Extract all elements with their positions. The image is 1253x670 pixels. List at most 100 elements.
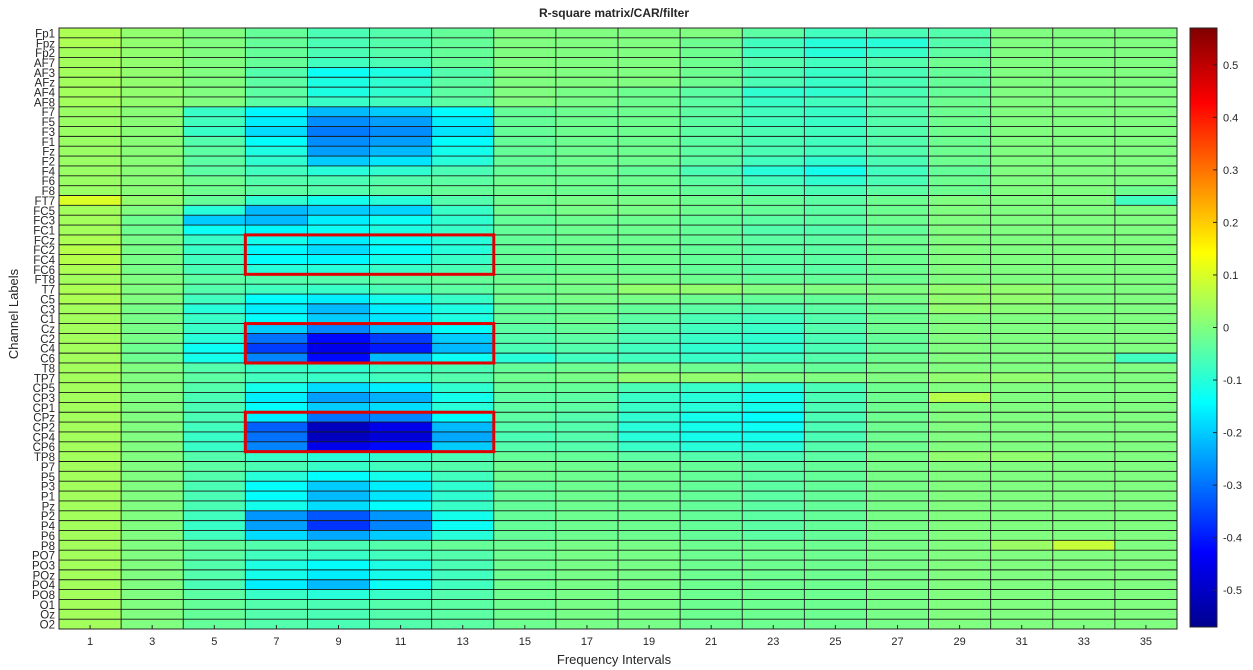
heatmap-cell [493, 225, 557, 236]
heatmap-cell [1114, 540, 1178, 551]
heatmap-cell [680, 165, 743, 177]
highlight-box [243, 322, 496, 365]
heatmap-cell [245, 215, 308, 226]
heatmap-cell [493, 67, 557, 78]
heatmap-cell [804, 234, 867, 246]
heatmap-cell [121, 37, 184, 49]
heatmap-cell [1114, 264, 1178, 275]
heatmap-cell [245, 451, 308, 462]
heatmap-cell [431, 28, 495, 39]
y-tick-label: Oz [40, 610, 55, 622]
heatmap-cell [369, 343, 432, 354]
heatmap-cell [990, 146, 1054, 157]
heatmap-cell [742, 37, 805, 49]
heatmap-cell [804, 402, 867, 413]
heatmap-cell [369, 540, 432, 551]
heatmap-cell [307, 205, 370, 216]
heatmap-cell [928, 57, 991, 68]
x-tick-label: 15 [519, 636, 531, 648]
heatmap-cell [59, 116, 122, 127]
heatmap-cell [555, 579, 619, 590]
y-tick-label: C2 [40, 334, 55, 346]
heatmap-cell [1114, 510, 1178, 521]
heatmap-cell [307, 136, 370, 147]
heatmap-cell [990, 392, 1054, 403]
heatmap-cell [555, 313, 619, 324]
heatmap-cell [928, 520, 991, 531]
heatmap-cell [1052, 491, 1116, 502]
heatmap-cell [1052, 146, 1116, 157]
heatmap-cell [804, 520, 867, 531]
heatmap-cell [990, 165, 1054, 177]
heatmap-cell [804, 441, 867, 452]
heatmap-cell [307, 431, 370, 443]
heatmap-cell [928, 215, 991, 226]
heatmap-cell [680, 28, 743, 39]
heatmap-cell [1052, 57, 1116, 68]
y-tick-label: Cz [41, 324, 55, 336]
heatmap-cell [866, 353, 929, 364]
heatmap-cell [183, 530, 246, 541]
heatmap-cell [680, 392, 743, 403]
heatmap-cell [245, 96, 308, 108]
x-tick-label: 3 [149, 636, 155, 648]
heatmap-cell [928, 530, 991, 541]
heatmap-cell [1114, 530, 1178, 541]
heatmap-cell [369, 392, 432, 403]
heatmap-cell [928, 185, 991, 196]
heatmap-cell [245, 510, 308, 521]
heatmap-cell [59, 175, 122, 186]
heatmap-cell [307, 451, 370, 462]
y-tick-label: C6 [40, 354, 55, 366]
heatmap-cell [245, 481, 308, 492]
heatmap-cell [555, 106, 619, 117]
heatmap-cell [742, 313, 805, 324]
heatmap-cell [990, 303, 1054, 315]
heatmap-cell [990, 402, 1054, 413]
heatmap-cell [493, 619, 557, 630]
heatmap-cell [1114, 215, 1178, 226]
heatmap-cell [866, 510, 929, 521]
heatmap-cell [183, 362, 246, 374]
heatmap-cell [618, 254, 681, 265]
heatmap-cell [431, 156, 495, 167]
heatmap-cell [307, 116, 370, 127]
heatmap-cell [307, 500, 370, 512]
heatmap-cell [1052, 540, 1116, 551]
heatmap-cell [680, 195, 743, 206]
heatmap-cell [183, 294, 246, 305]
heatmap-cell [245, 37, 308, 49]
colorbar-tick-label: -0.5 [1223, 585, 1242, 597]
heatmap-cell [245, 500, 308, 512]
heatmap-cell [680, 520, 743, 531]
heatmap-cell [431, 441, 495, 452]
heatmap-cell [183, 254, 246, 265]
heatmap-cell [990, 372, 1054, 383]
heatmap-cell [1114, 372, 1178, 383]
heatmap-cell [555, 254, 619, 265]
heatmap-cell [183, 96, 246, 108]
heatmap-cell [1052, 560, 1116, 571]
heatmap-cell [245, 431, 308, 443]
heatmap-cell [245, 57, 308, 68]
heatmap-cell [866, 343, 929, 354]
heatmap-cell [742, 530, 805, 541]
heatmap-cell [618, 87, 681, 98]
colorbar-tick-label: -0.1 [1223, 375, 1242, 387]
heatmap-cell [990, 362, 1054, 374]
heatmap-cell [928, 146, 991, 157]
heatmap-cell [1114, 146, 1178, 157]
heatmap-cell [618, 96, 681, 108]
heatmap-cell [493, 451, 557, 462]
heatmap-cell [59, 382, 122, 393]
heatmap-cell [307, 422, 370, 433]
heatmap-cell [990, 491, 1054, 502]
heatmap-cell [245, 67, 308, 78]
heatmap-cell [307, 619, 370, 630]
heatmap-cell [618, 441, 681, 452]
heatmap-cell [369, 205, 432, 216]
heatmap-cell [1114, 333, 1178, 344]
heatmap-cell [493, 412, 557, 423]
heatmap-cell [804, 540, 867, 551]
heatmap-cell [928, 569, 991, 581]
